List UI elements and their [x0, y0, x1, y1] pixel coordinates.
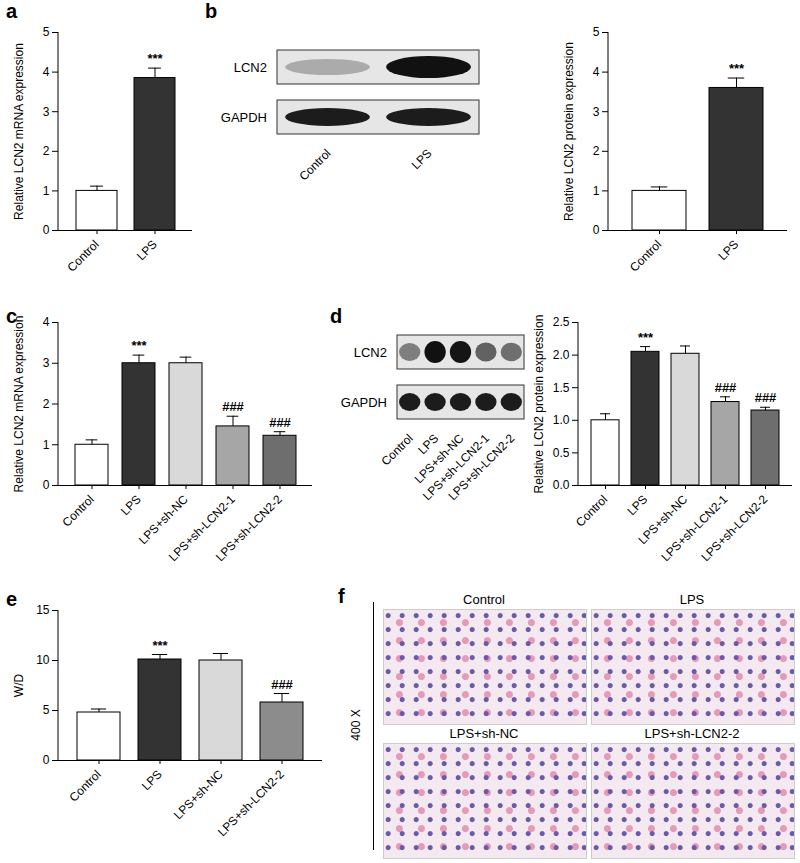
svg-text:###: ###	[715, 380, 737, 395]
svg-text:***: ***	[638, 330, 654, 345]
svg-text:3: 3	[593, 105, 600, 119]
svg-text:3: 3	[43, 356, 50, 370]
svg-text:4: 4	[43, 65, 50, 79]
svg-text:LPS: LPS	[134, 237, 160, 263]
svg-text:***: ***	[152, 638, 168, 653]
svg-text:LPS+sh-NC: LPS+sh-NC	[171, 767, 226, 822]
svg-text:LPS+sh-NC: LPS+sh-NC	[635, 492, 691, 548]
svg-text:###: ###	[222, 399, 244, 414]
svg-text:Control: Control	[573, 492, 610, 529]
svg-text:###: ###	[755, 390, 777, 405]
svg-text:LCN2: LCN2	[354, 345, 387, 360]
svg-text:2: 2	[593, 144, 600, 158]
html-text:LPS: LPS	[679, 592, 705, 607]
html-text:b: b	[205, 0, 218, 22]
html-text:f: f	[338, 585, 345, 607]
html-text:Control: Control	[463, 592, 505, 607]
svg-text:Control: Control	[627, 237, 664, 274]
svg-text:***: ***	[131, 338, 147, 353]
svg-text:Relative LCN2 protein expressi: Relative LCN2 protein expression	[562, 42, 576, 221]
svg-text:1.5: 1.5	[553, 381, 570, 395]
svg-text:Relative LCN2 protein expressi: Relative LCN2 protein expression	[532, 315, 546, 494]
svg-text:LPS+sh-LCN2-2: LPS+sh-LCN2-2	[213, 492, 285, 564]
svg-text:Control: Control	[379, 431, 416, 468]
svg-text:5: 5	[43, 25, 50, 39]
svg-text:0: 0	[593, 223, 600, 237]
svg-text:1: 1	[43, 184, 50, 198]
svg-text:###: ###	[271, 677, 293, 692]
svg-text:LPS+sh-LCN2-2: LPS+sh-LCN2-2	[215, 767, 287, 839]
svg-text:Relative LCN2 mRNA expression: Relative LCN2 mRNA expression	[12, 316, 26, 493]
svg-text:Control: Control	[296, 146, 333, 183]
svg-text:2.5: 2.5	[553, 315, 570, 329]
svg-text:1.0: 1.0	[553, 413, 570, 427]
html-text:LPS+sh-LCN2-2: LPS+sh-LCN2-2	[644, 726, 740, 741]
html-text:d: d	[330, 305, 343, 327]
svg-text:GAPDH: GAPDH	[221, 110, 267, 125]
svg-text:LCN2: LCN2	[234, 60, 267, 75]
svg-text:LPS: LPS	[139, 767, 165, 793]
svg-text:2: 2	[43, 397, 50, 411]
svg-text:***: ***	[147, 51, 163, 66]
html-text:LPS+sh-NC: LPS+sh-NC	[449, 726, 519, 741]
svg-text:5: 5	[593, 25, 600, 39]
svg-text:0: 0	[43, 223, 50, 237]
svg-text:Relative LCN2 mRNA expression: Relative LCN2 mRNA expression	[12, 43, 26, 220]
svg-text:3: 3	[43, 105, 50, 119]
svg-text:LPS+sh-NC: LPS+sh-NC	[411, 431, 467, 487]
svg-text:4: 4	[593, 65, 600, 79]
html-text:c: c	[6, 305, 18, 327]
svg-text:LPS: LPS	[415, 431, 442, 458]
svg-text:Control: Control	[65, 237, 102, 274]
svg-text:15: 15	[36, 603, 50, 617]
svg-text:LPS+sh-LCN2-1: LPS+sh-LCN2-1	[420, 431, 492, 504]
html-text:a: a	[6, 0, 18, 22]
svg-text:LPS+sh-LCN2-1: LPS+sh-LCN2-1	[658, 492, 730, 564]
svg-text:LPS+sh-LCN2-2: LPS+sh-LCN2-2	[698, 492, 770, 564]
html-text:e: e	[6, 588, 18, 610]
svg-text:Control: Control	[67, 767, 104, 804]
svg-text:2: 2	[43, 144, 50, 158]
svg-text:LPS: LPS	[624, 492, 650, 518]
svg-text:LPS: LPS	[409, 146, 435, 172]
svg-text:5: 5	[43, 703, 50, 717]
svg-text:W/D: W/D	[12, 674, 26, 698]
svg-text:Control: Control	[60, 492, 97, 529]
svg-text:***: ***	[729, 61, 745, 76]
svg-text:LPS: LPS	[715, 237, 741, 263]
svg-text:1: 1	[593, 184, 600, 198]
svg-text:LPS+sh-NC: LPS+sh-NC	[135, 492, 191, 548]
svg-text:1: 1	[43, 438, 50, 452]
svg-text:0.0: 0.0	[553, 478, 570, 492]
svg-text:0: 0	[43, 478, 50, 492]
svg-text:LPS: LPS	[118, 492, 144, 518]
svg-text:GAPDH: GAPDH	[341, 395, 387, 410]
svg-text:10: 10	[36, 653, 50, 667]
svg-text:LPS+sh-LCN2-2: LPS+sh-LCN2-2	[445, 431, 517, 503]
svg-text:0.5: 0.5	[553, 446, 570, 460]
html-text:400 X: 400 X	[349, 709, 363, 741]
svg-text:0: 0	[43, 753, 50, 767]
svg-text:LPS+sh-LCN2-1: LPS+sh-LCN2-1	[165, 492, 238, 565]
svg-text:###: ###	[269, 415, 291, 430]
svg-text:2.0: 2.0	[553, 348, 570, 362]
svg-text:4: 4	[43, 315, 50, 329]
